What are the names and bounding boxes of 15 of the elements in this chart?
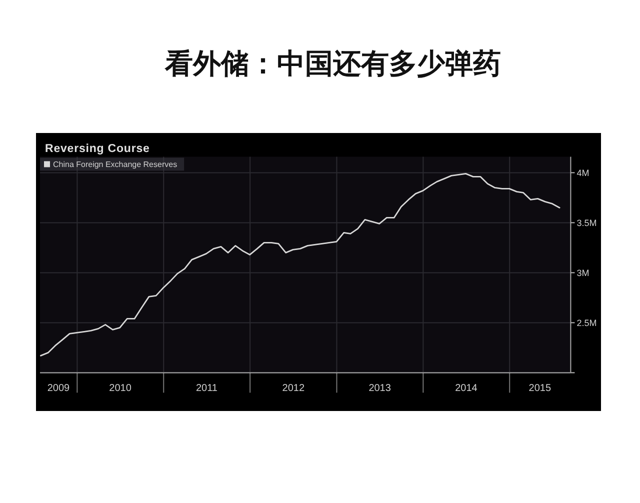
x-tick-label: 2011 [196,383,218,394]
y-tick-label: 4M [576,168,590,178]
y-tick-label: 3.5M [576,218,597,228]
chart-subtitle: Reversing Course [45,143,150,155]
x-tick-label: 2010 [109,383,132,394]
y-tick-label: 2.5M [576,318,597,328]
x-tick-label: 2013 [368,383,392,394]
x-tick-label: 2014 [455,383,478,394]
x-tick-label: 2015 [528,383,552,394]
legend: China Foreign Exchange Reserves [40,158,184,171]
x-tick-label: 2009 [47,383,70,394]
chart-title: 看外储：中国还有多少弹药 [164,48,501,79]
x-tick-label: 2012 [282,383,305,394]
legend-label: China Foreign Exchange Reserves [53,160,178,170]
y-tick-label: 3M [576,268,590,278]
